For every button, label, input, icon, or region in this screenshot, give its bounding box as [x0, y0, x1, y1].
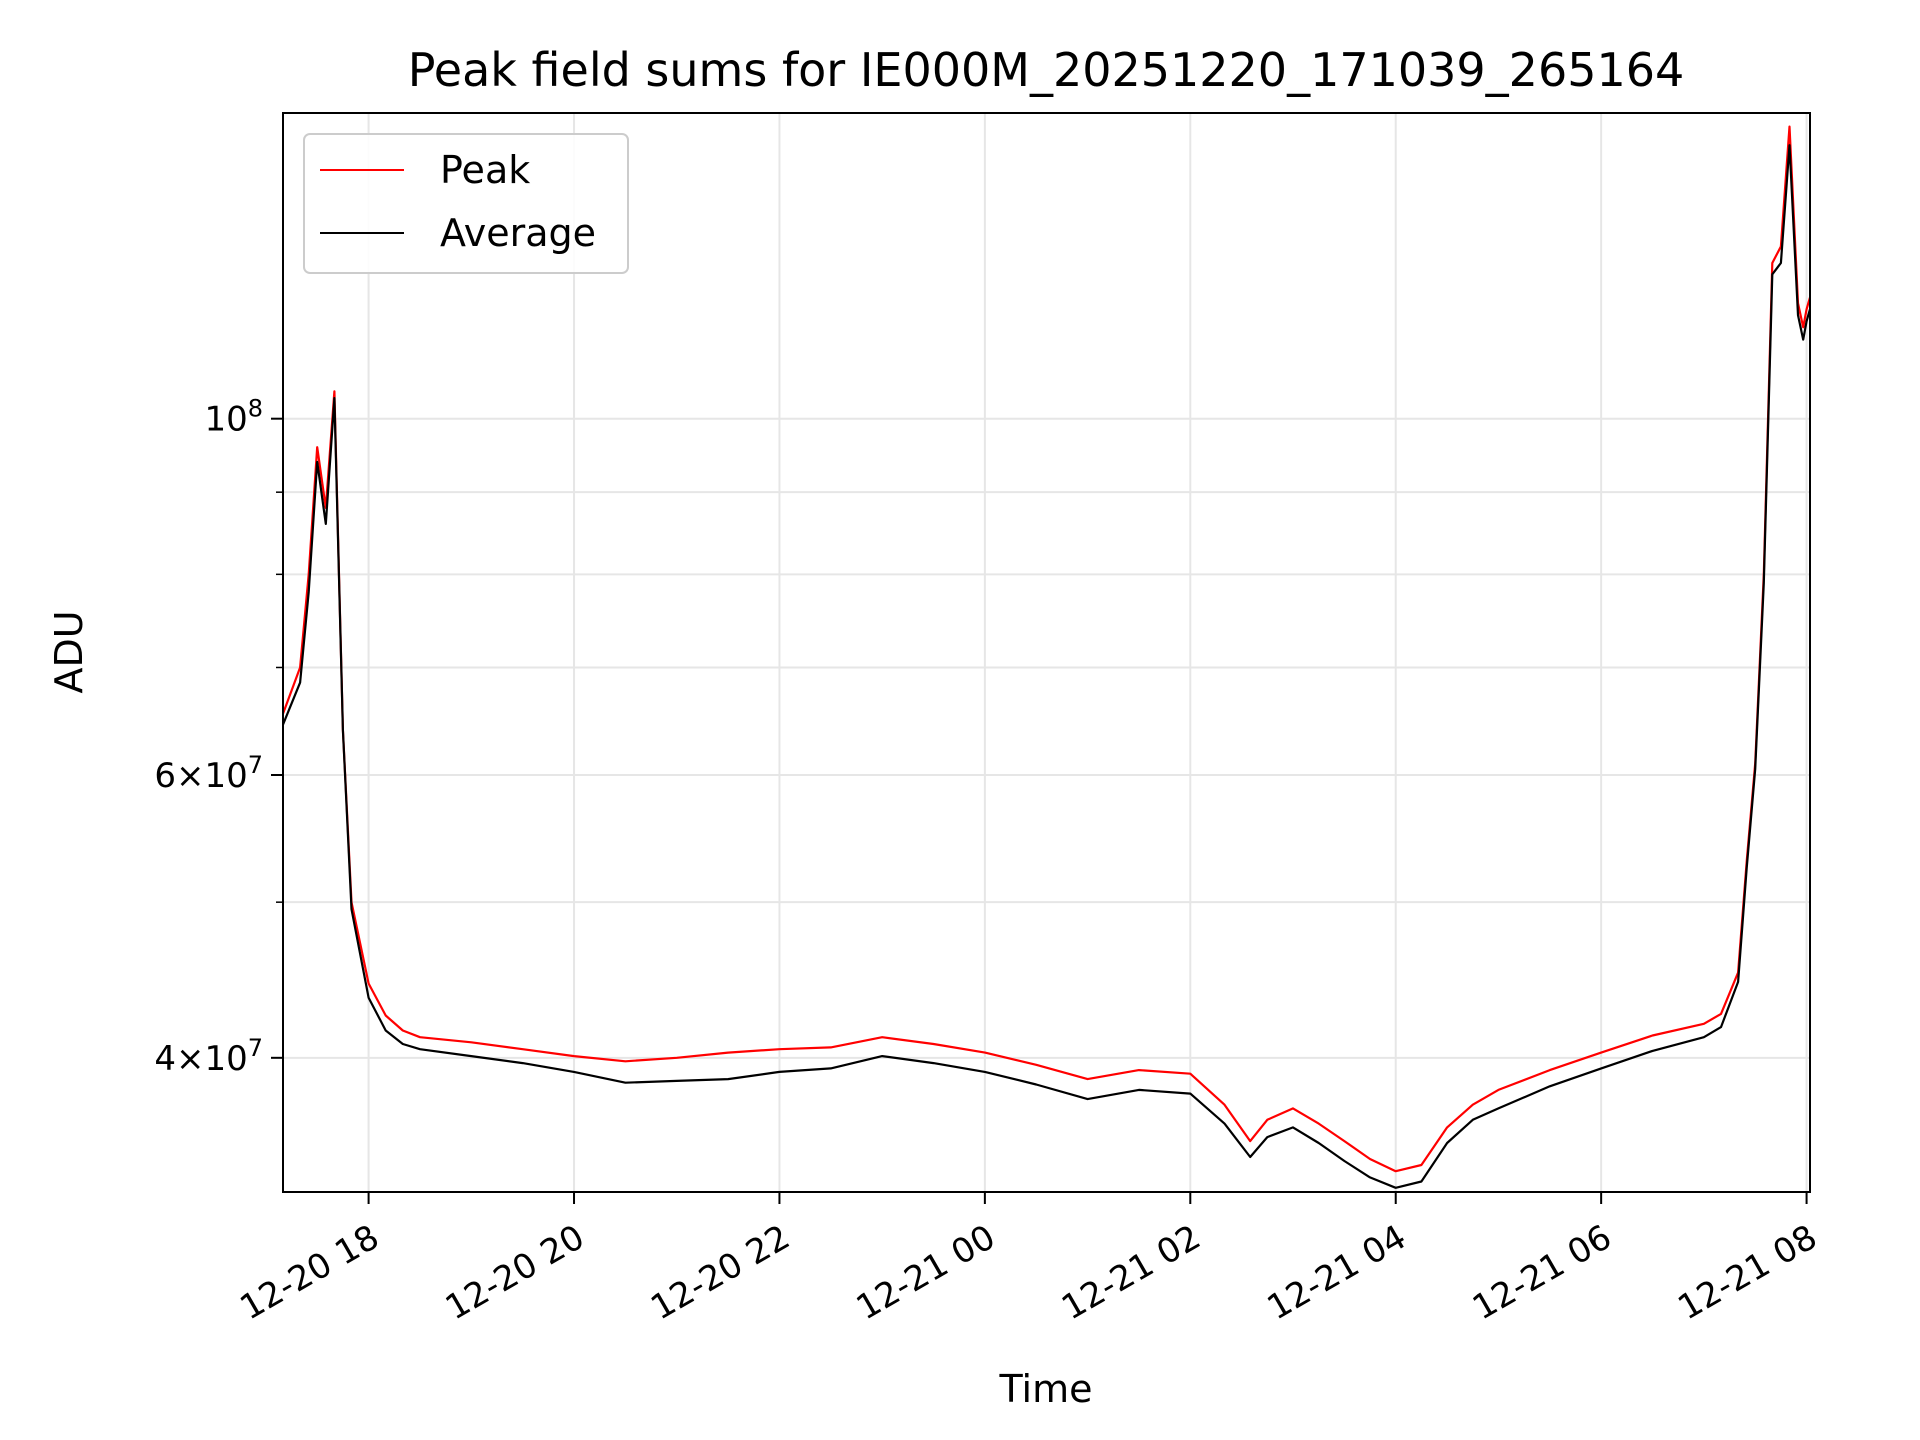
- y-axis: 4×107 6×107 108: [154, 395, 283, 1079]
- legend-average-label: Average: [440, 211, 596, 255]
- chart-title: Peak field sums for IE000M_20251220_1710…: [408, 43, 1685, 97]
- y-tick-label: 108: [204, 395, 263, 440]
- y-tick-label: 4×107: [154, 1034, 263, 1079]
- legend-peak-label: Peak: [440, 148, 530, 192]
- y-tick-label: 6×107: [154, 751, 263, 796]
- legend: Peak Average: [303, 133, 629, 274]
- x-axis-label: Time: [999, 1367, 1093, 1411]
- y-axis-label: ADU: [47, 610, 91, 693]
- legend-box: [303, 133, 629, 274]
- series-layer: [281, 125, 1812, 1189]
- plot-frame: [282, 112, 1811, 1193]
- series-line-average: [281, 144, 1812, 1189]
- grid: [283, 113, 1810, 1192]
